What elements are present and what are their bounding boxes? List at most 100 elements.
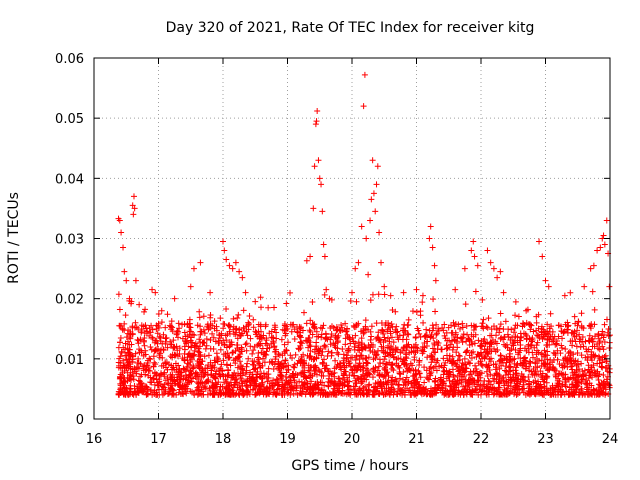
data-point: [182, 337, 189, 344]
data-point: [220, 320, 227, 327]
data-point: [580, 372, 587, 379]
data-point: [557, 350, 564, 357]
data-point: [380, 391, 387, 398]
data-point: [295, 329, 302, 336]
x-tick-label: 20: [344, 432, 361, 447]
data-point: [599, 328, 606, 335]
data-point: [512, 384, 519, 391]
data-point: [417, 333, 424, 340]
data-point: [430, 365, 437, 372]
data-point: [371, 369, 378, 376]
data-point: [414, 378, 421, 385]
data-point: [385, 378, 392, 385]
data-point: [211, 357, 218, 364]
data-point: [218, 361, 225, 368]
data-point: [250, 316, 257, 323]
data-point: [356, 347, 363, 354]
data-point: [485, 364, 492, 371]
data-point: [159, 354, 166, 361]
data-point: [446, 352, 453, 359]
data-point: [137, 360, 144, 367]
data-point: [487, 332, 494, 339]
data-point: [529, 336, 536, 343]
data-point: [209, 383, 216, 390]
data-point: [255, 321, 262, 328]
data-point: [124, 359, 131, 366]
data-point: [272, 390, 279, 397]
data-point: [211, 318, 218, 325]
data-point: [284, 366, 291, 373]
data-point: [380, 349, 387, 356]
data-point: [569, 366, 576, 373]
data-point: [478, 338, 485, 345]
data-point: [332, 340, 339, 347]
data-point: [588, 348, 595, 355]
data-point: [217, 315, 224, 322]
data-point: [122, 364, 129, 371]
data-point: [572, 338, 579, 345]
data-point: [517, 376, 524, 383]
data-point: [306, 342, 313, 349]
data-point: [525, 373, 532, 380]
data-point: [421, 379, 428, 386]
data-point: [419, 292, 426, 299]
data-point: [448, 329, 455, 336]
data-point: [477, 358, 484, 365]
data-point: [504, 385, 511, 392]
data-point: [423, 326, 430, 333]
data-point: [283, 347, 290, 354]
data-point: [450, 374, 457, 381]
data-point: [602, 352, 609, 359]
data-point: [538, 384, 545, 391]
data-point: [381, 291, 388, 298]
data-point: [307, 364, 314, 371]
data-point: [252, 328, 259, 335]
data-point: [185, 374, 192, 381]
data-point: [426, 370, 433, 377]
data-point: [159, 383, 166, 390]
y-tick-label: 0: [76, 413, 84, 428]
data-point: [431, 262, 438, 269]
data-point: [430, 335, 437, 342]
data-point: [429, 244, 436, 251]
data-point: [368, 341, 375, 348]
data-point: [243, 347, 250, 354]
data-point: [471, 253, 478, 260]
data-point: [458, 379, 465, 386]
data-point: [475, 378, 482, 385]
data-point: [313, 371, 320, 378]
data-point: [598, 363, 605, 370]
data-point: [468, 331, 475, 338]
data-point: [483, 383, 490, 390]
data-point: [400, 345, 407, 352]
data-point: [338, 322, 345, 329]
data-point: [207, 336, 214, 343]
data-point: [557, 391, 564, 398]
data-point: [466, 336, 473, 343]
data-point: [328, 352, 335, 359]
data-point: [117, 353, 124, 360]
data-point: [303, 257, 310, 264]
data-point: [413, 344, 420, 351]
data-point: [200, 313, 207, 320]
data-point: [242, 289, 249, 296]
data-point: [269, 358, 275, 365]
data-point: [142, 306, 149, 313]
data-point: [400, 382, 407, 389]
data-point: [321, 343, 328, 350]
data-point: [186, 324, 193, 331]
data-point: [144, 360, 151, 367]
data-point: [513, 370, 520, 377]
x-tick-label: 24: [602, 432, 619, 447]
data-point: [300, 385, 307, 392]
data-point: [373, 351, 380, 358]
data-point: [334, 349, 341, 356]
data-point: [510, 342, 517, 349]
data-point: [360, 368, 367, 375]
data-point: [507, 363, 514, 370]
data-point: [170, 337, 177, 344]
data-point: [491, 385, 498, 392]
data-point: [307, 353, 314, 360]
data-point: [213, 350, 220, 357]
data-point: [135, 325, 142, 332]
